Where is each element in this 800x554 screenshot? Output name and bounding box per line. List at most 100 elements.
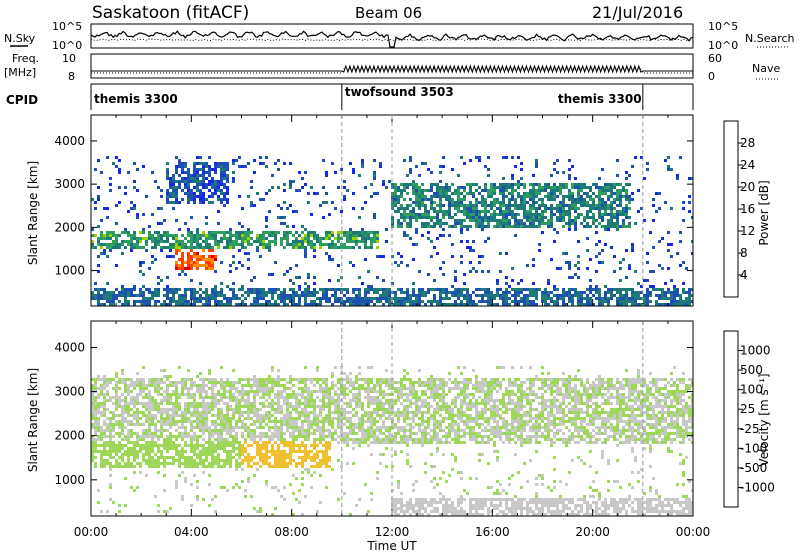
heatmap-cell (397, 186, 400, 189)
heatmap-cell (286, 381, 289, 384)
heatmap-cell (298, 399, 301, 402)
heatmap-cell (298, 432, 301, 435)
heatmap-cell (244, 456, 247, 459)
heatmap-cell (526, 297, 529, 300)
heatmap-cell (205, 393, 208, 396)
heatmap-cell (202, 438, 205, 441)
heatmap-cell (619, 291, 622, 294)
heatmap-cell (592, 192, 595, 195)
heatmap-cell (478, 216, 481, 219)
heatmap-cell (226, 459, 229, 462)
heatmap-cell (178, 294, 181, 297)
heatmap-cell (142, 429, 145, 432)
heatmap-cell (463, 282, 466, 285)
heatmap-cell (202, 408, 205, 411)
heatmap-cell (109, 423, 112, 426)
heatmap-cell (394, 201, 397, 204)
heatmap-cell (253, 462, 256, 465)
heatmap-cell (310, 420, 313, 423)
heatmap-cell (277, 294, 280, 297)
heatmap-cell (496, 222, 499, 225)
heatmap-cell (283, 423, 286, 426)
heatmap-cell (529, 216, 532, 219)
heatmap-cell (322, 396, 325, 399)
heatmap-cell (265, 390, 268, 393)
heatmap-cell (283, 162, 286, 165)
heatmap-cell (325, 420, 328, 423)
heatmap-cell (598, 213, 601, 216)
heatmap-cell (253, 402, 256, 405)
heatmap-cell (466, 240, 469, 243)
heatmap-cell (280, 417, 283, 420)
heatmap-cell (670, 255, 673, 258)
heatmap-cell (442, 234, 445, 237)
heatmap-cell (304, 459, 307, 462)
heatmap-cell (109, 291, 112, 294)
heatmap-cell (274, 231, 277, 234)
heatmap-cell (448, 210, 451, 213)
heatmap-cell (271, 303, 274, 306)
heatmap-cell (127, 402, 130, 405)
heatmap-cell (211, 399, 214, 402)
heatmap-cell (241, 447, 244, 450)
heatmap-cell (568, 192, 571, 195)
heatmap-cell (130, 291, 133, 294)
heatmap-cell (325, 390, 328, 393)
heatmap-cell (160, 411, 163, 414)
heatmap-cell (466, 213, 469, 216)
heatmap-cell (229, 420, 232, 423)
heatmap-cell (130, 423, 133, 426)
heatmap-cell (595, 225, 598, 228)
heatmap-cell (418, 291, 421, 294)
heatmap-cell (580, 297, 583, 300)
heatmap-cell (223, 423, 226, 426)
heatmap-cell (136, 417, 139, 420)
heatmap-cell (208, 303, 211, 306)
heatmap-cell (190, 384, 193, 387)
heatmap-cell (256, 417, 259, 420)
heatmap-cell (259, 384, 262, 387)
heatmap-cell (421, 291, 424, 294)
heatmap-cell (334, 393, 337, 396)
heatmap-cell (277, 396, 280, 399)
heatmap-cell (286, 429, 289, 432)
heatmap-cell (262, 456, 265, 459)
heatmap-cell (106, 243, 109, 246)
heatmap-cell (199, 282, 202, 285)
heatmap-cell (226, 444, 229, 447)
heatmap-cell (298, 456, 301, 459)
heatmap-cell (481, 222, 484, 225)
heatmap-cell (181, 270, 184, 273)
heatmap-cell (214, 438, 217, 441)
heatmap-cell (229, 462, 232, 465)
heatmap-cell (535, 303, 538, 306)
heatmap-cell (232, 387, 235, 390)
heatmap-cell (274, 237, 277, 240)
heatmap-cell (262, 378, 265, 381)
heatmap-cell (538, 198, 541, 201)
heatmap-cell (265, 441, 268, 444)
heatmap-cell (241, 300, 244, 303)
heatmap-cell (166, 375, 169, 378)
heatmap-cell (262, 402, 265, 405)
heatmap-cell (157, 459, 160, 462)
heatmap-cell (289, 186, 292, 189)
heatmap-cell (127, 234, 130, 237)
heatmap-cell (421, 234, 424, 237)
heatmap-cell (274, 243, 277, 246)
heatmap-cell (535, 189, 538, 192)
heatmap-cell (274, 417, 277, 420)
heatmap-cell (295, 429, 298, 432)
heatmap-cell (298, 243, 301, 246)
heatmap-cell (457, 189, 460, 192)
heatmap-cell (538, 189, 541, 192)
heatmap-cell (232, 171, 235, 174)
heatmap-cell (184, 420, 187, 423)
heatmap-cell (142, 228, 145, 231)
heatmap-cell (280, 438, 283, 441)
heatmap-cell (160, 381, 163, 384)
heatmap-cell (160, 399, 163, 402)
heatmap-cell (190, 426, 193, 429)
heatmap-cell (304, 255, 307, 258)
heatmap-cell (346, 291, 349, 294)
